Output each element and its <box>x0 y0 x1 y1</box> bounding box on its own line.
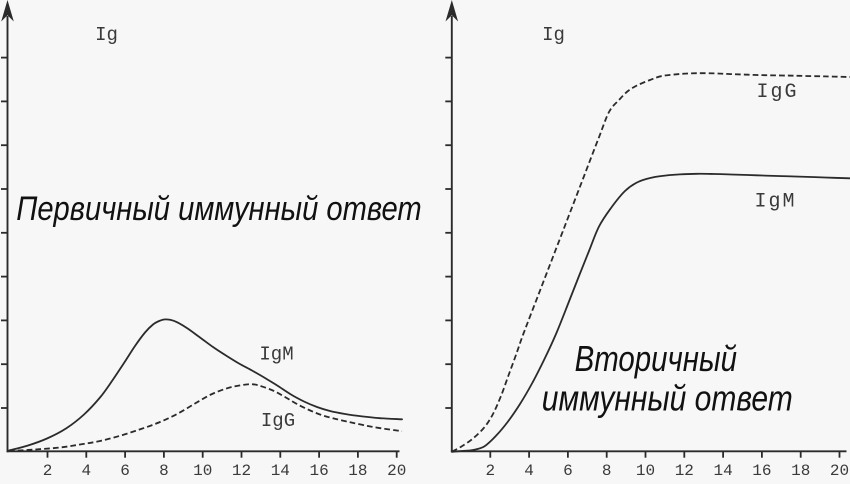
svg-text:2: 2 <box>43 462 53 480</box>
svg-text:14: 14 <box>713 462 732 480</box>
svg-text:иммунный ответ: иммунный ответ <box>542 378 793 419</box>
svg-text:Ig: Ig <box>95 24 118 46</box>
svg-text:20: 20 <box>830 462 849 480</box>
svg-text:12: 12 <box>675 462 694 480</box>
svg-text:IgM: IgM <box>754 191 796 214</box>
svg-text:IgM: IgM <box>259 344 293 366</box>
svg-text:16: 16 <box>309 462 328 480</box>
svg-text:20: 20 <box>387 462 406 480</box>
svg-text:IgG: IgG <box>756 81 798 104</box>
svg-text:12: 12 <box>232 462 251 480</box>
svg-text:2: 2 <box>485 462 495 480</box>
svg-text:4: 4 <box>524 462 534 480</box>
svg-text:IgG: IgG <box>261 410 295 432</box>
svg-text:4: 4 <box>81 462 91 480</box>
svg-text:18: 18 <box>791 462 810 480</box>
svg-text:Первичный иммунный ответ: Первичный иммунный ответ <box>16 190 422 228</box>
svg-text:16: 16 <box>752 462 771 480</box>
svg-text:Вторичный: Вторичный <box>575 338 737 379</box>
svg-text:Ig: Ig <box>542 24 565 46</box>
svg-text:8: 8 <box>602 462 612 480</box>
svg-text:10: 10 <box>193 462 212 480</box>
svg-text:10: 10 <box>636 462 655 480</box>
svg-text:6: 6 <box>120 462 130 480</box>
svg-text:8: 8 <box>159 462 169 480</box>
svg-text:18: 18 <box>348 462 367 480</box>
svg-text:14: 14 <box>271 462 290 480</box>
svg-text:6: 6 <box>563 462 573 480</box>
